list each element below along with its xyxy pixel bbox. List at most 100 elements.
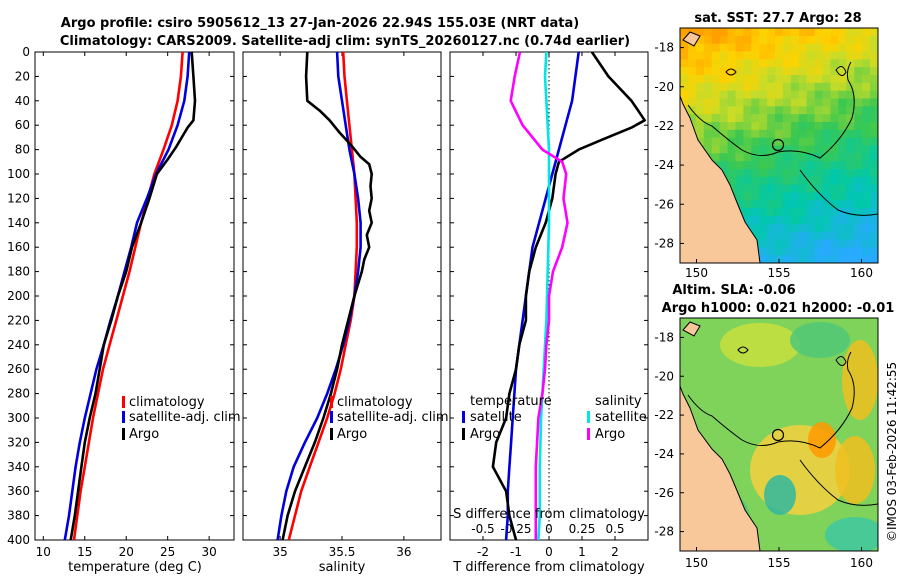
sst-cell xyxy=(830,137,839,147)
sst-cell xyxy=(782,59,792,68)
sst-cell xyxy=(854,247,863,256)
salinity-x-axis: 35 35.5 36 xyxy=(272,52,412,559)
sst-cell xyxy=(735,67,744,76)
sst-cell xyxy=(846,75,855,84)
sst-cell xyxy=(751,161,760,170)
sst-cell xyxy=(790,184,800,194)
sst-cell xyxy=(838,145,847,154)
legend-title-temperature: temperature xyxy=(470,394,552,409)
x-tick-label: 10 xyxy=(36,545,51,559)
sst-cell xyxy=(775,208,784,217)
sst-cell xyxy=(846,122,855,131)
sst-cell xyxy=(759,208,768,217)
sst-cell xyxy=(767,129,776,139)
sst-map-axes: 150 155 160 -18 -20 -22 -24 -26 -28 xyxy=(654,41,873,280)
sst-cell xyxy=(759,51,768,60)
sst-cell xyxy=(854,59,863,68)
sst-cell xyxy=(695,43,705,53)
sst-cell xyxy=(695,51,705,60)
sst-cell xyxy=(703,59,713,68)
sst-cell xyxy=(814,75,824,84)
sst-bathymetry-contour xyxy=(687,61,855,159)
sst-cell xyxy=(743,216,752,225)
sst-cell xyxy=(759,184,768,194)
sst-cell xyxy=(767,255,776,263)
sst-cell xyxy=(862,145,871,154)
sst-cell xyxy=(862,153,871,162)
sst-cell xyxy=(806,122,816,131)
sst-cell xyxy=(751,145,760,154)
sst-cell xyxy=(814,51,824,60)
depth-tick-label: 320 xyxy=(7,435,30,449)
sst-cell xyxy=(790,137,800,147)
sst-cell xyxy=(782,43,792,53)
sst-cell xyxy=(838,90,847,100)
sla-reef-contour xyxy=(737,346,749,354)
sst-cell xyxy=(751,59,760,68)
sst-cell xyxy=(814,231,824,241)
sst-cell xyxy=(767,51,776,60)
argo-float-location-marker xyxy=(771,138,785,152)
sst-cell xyxy=(743,59,752,68)
salinity-profiles xyxy=(276,52,374,540)
sst-cell xyxy=(767,90,776,100)
sst-cell xyxy=(767,216,776,225)
sst-cell xyxy=(767,122,776,131)
sst-cell xyxy=(830,122,839,131)
sst-cell xyxy=(806,153,816,162)
sst-cell xyxy=(862,59,871,68)
sst-cell xyxy=(862,67,871,76)
sst-cell xyxy=(806,67,816,76)
sst-cell xyxy=(775,90,784,100)
map-lat-tick-label: -22 xyxy=(654,119,674,133)
sst-cell xyxy=(775,192,784,201)
sst-cell xyxy=(862,200,871,209)
sst-cell xyxy=(759,82,768,92)
sst-cell xyxy=(798,169,808,178)
sst-cell xyxy=(782,106,792,115)
sst-cell xyxy=(814,208,824,217)
sst-cell xyxy=(759,255,768,263)
sst-cell xyxy=(759,247,768,256)
sst-cell xyxy=(687,28,697,37)
sst-cell xyxy=(862,122,871,131)
sst-cell xyxy=(751,82,760,92)
sst-cell xyxy=(719,137,729,147)
sst-cell xyxy=(790,90,800,100)
sst-cell xyxy=(782,247,792,256)
depth-tick-label: 80 xyxy=(15,143,30,157)
sst-cell xyxy=(862,98,871,107)
depth-tick-label: 60 xyxy=(15,118,30,132)
sst-cell xyxy=(767,247,776,256)
sst-cell xyxy=(862,28,871,37)
sst-cell xyxy=(830,223,839,233)
sst-cell xyxy=(735,75,744,84)
sst-cell xyxy=(767,75,776,84)
sst-cell xyxy=(854,192,863,201)
sst-cell xyxy=(838,231,847,241)
sst-cell xyxy=(743,114,752,123)
sst-cell xyxy=(680,51,689,60)
sst-cell xyxy=(838,75,847,84)
sst-cell xyxy=(846,106,855,115)
map-lat-tick-label: -28 xyxy=(654,525,674,539)
sst-cell xyxy=(822,169,832,178)
sst-cell xyxy=(751,129,760,139)
sst-cell xyxy=(703,122,713,131)
sla-bathymetry-contour xyxy=(687,351,855,449)
depth-tick-label: 120 xyxy=(7,191,30,205)
sst-cell xyxy=(798,106,808,115)
sst-cell xyxy=(727,67,737,76)
sst-cell xyxy=(822,137,832,147)
sst-cell xyxy=(775,43,784,53)
legend-label: Argo xyxy=(129,427,159,442)
sst-cell xyxy=(680,82,689,92)
sst-cell xyxy=(767,145,776,154)
sst-cell xyxy=(838,35,847,45)
sst-cell xyxy=(822,216,832,225)
sst-cell xyxy=(822,239,832,248)
sst-cell xyxy=(830,106,839,115)
sst-cell xyxy=(830,247,839,256)
sst-cell xyxy=(854,90,863,100)
sst-cell xyxy=(854,255,863,263)
